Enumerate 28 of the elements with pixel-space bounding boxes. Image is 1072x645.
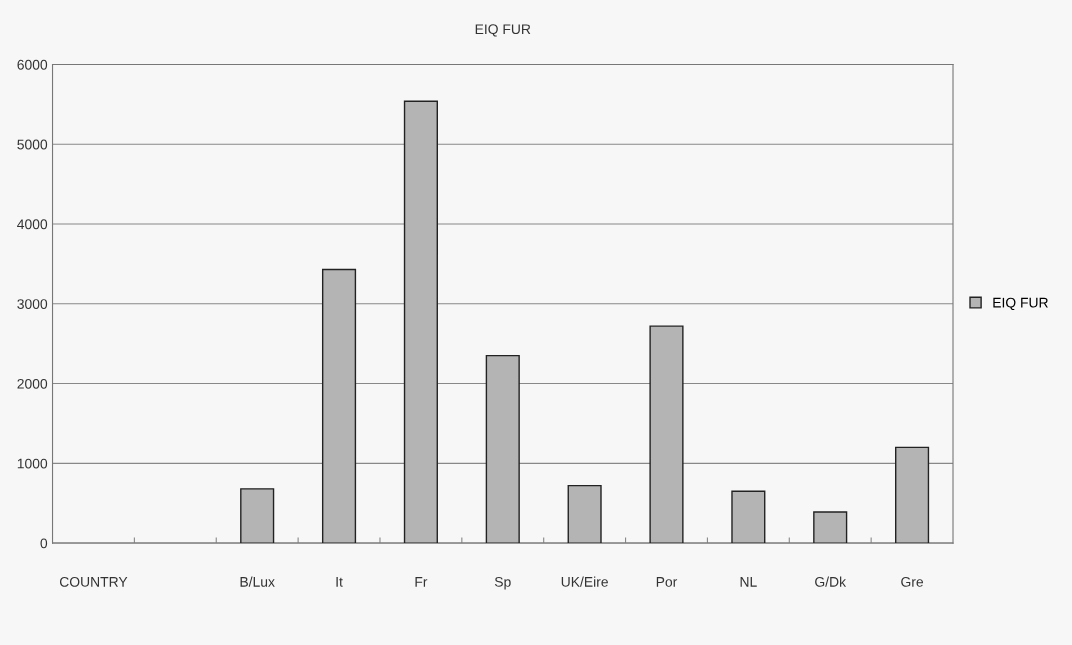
chart-title: EIQ FUR	[475, 24, 531, 37]
y-tick-label: 2000	[17, 378, 48, 389]
x-tick-label: Por	[656, 577, 678, 587]
bar	[649, 325, 684, 544]
bar	[895, 446, 930, 544]
x-tick-label: G/Dk	[815, 576, 847, 587]
y-tick-label: 5000	[17, 139, 48, 150]
bar	[731, 490, 766, 544]
x-tick-label: Gre	[901, 576, 924, 587]
x-tick-label: COUNTRY	[59, 576, 128, 587]
y-tick-label: 4000	[17, 219, 48, 230]
bar	[485, 354, 520, 544]
bar	[813, 511, 848, 544]
bar	[403, 100, 438, 544]
bar	[567, 484, 602, 544]
x-tick-label: It	[336, 577, 343, 587]
x-tick-label: Fr	[415, 577, 428, 587]
x-tick-label: UK/Eire	[561, 576, 608, 587]
y-tick-label: 0	[40, 538, 48, 549]
x-tick-label: Sp	[494, 576, 511, 590]
legend-label: EIQ FUR	[993, 297, 1048, 311]
y-tick-label: 6000	[17, 59, 48, 70]
y-tick-label: 3000	[17, 299, 48, 309]
y-tick-label: 1000	[17, 458, 48, 469]
x-tick-label: B/Lux	[240, 576, 275, 587]
bar	[240, 488, 275, 544]
bar	[321, 268, 357, 544]
x-tick-label: NL	[740, 577, 757, 587]
